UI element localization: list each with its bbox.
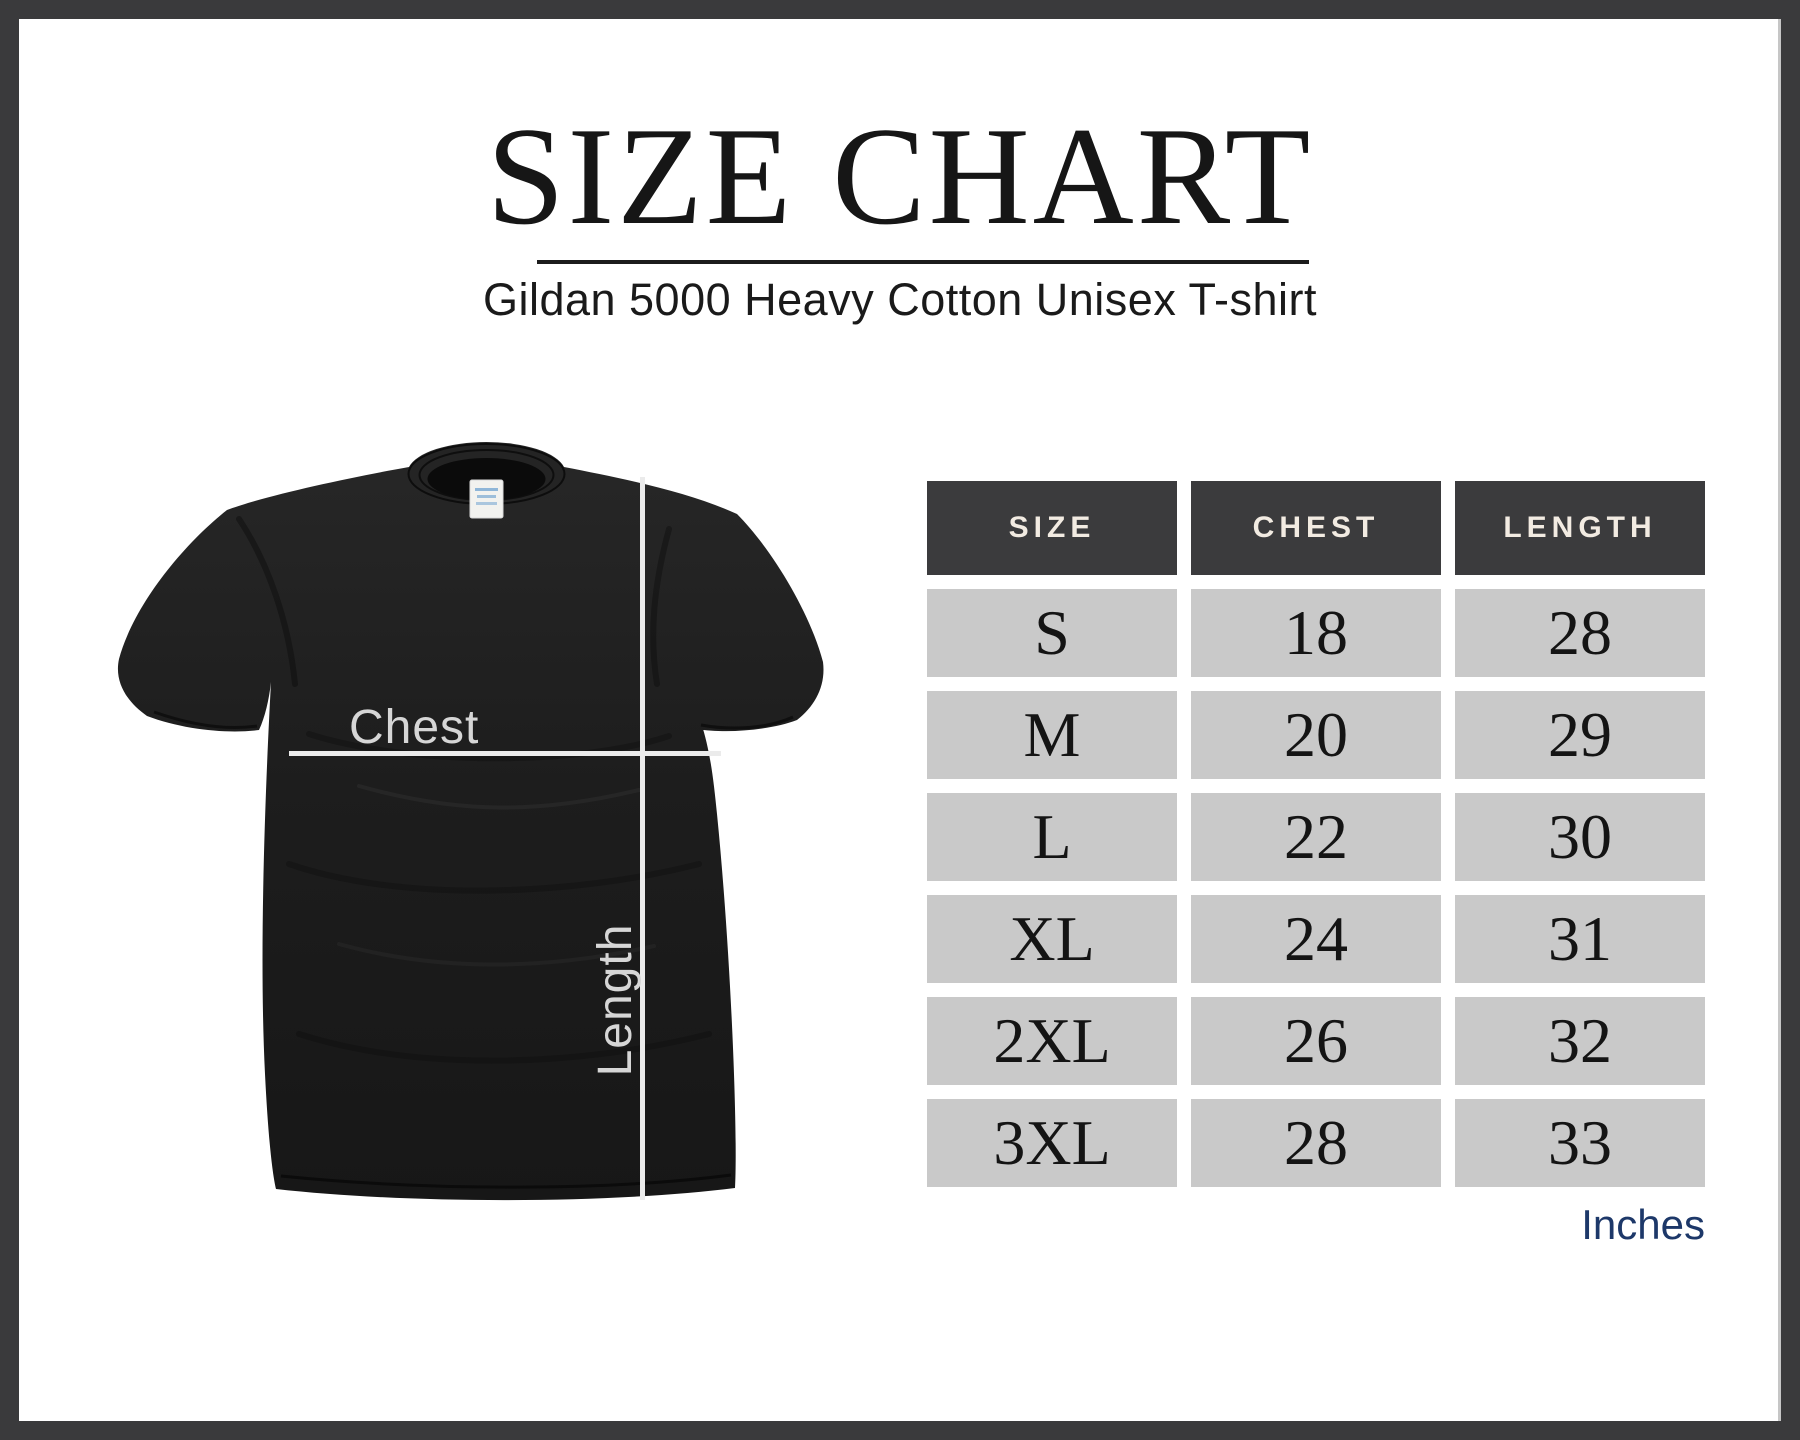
column-header-size: SIZE (927, 481, 1177, 575)
page-subtitle: Gildan 5000 Heavy Cotton Unisex T-shirt (482, 274, 1318, 325)
size-cell: 2XL (927, 997, 1177, 1085)
size-cell: M (927, 691, 1177, 779)
length-measure-line (640, 477, 645, 1200)
chest-cell: 26 (1191, 997, 1441, 1085)
collar-tag-icon (469, 479, 504, 519)
chest-cell: 20 (1191, 691, 1441, 779)
tshirt-graphic (109, 434, 869, 1219)
chest-cell: 24 (1191, 895, 1441, 983)
column-header-chest: CHEST (1191, 481, 1441, 575)
chest-cell: 18 (1191, 589, 1441, 677)
title-underline (537, 260, 1309, 264)
chest-label: Chest (349, 701, 480, 754)
tshirt-icon (117, 442, 824, 1201)
unit-label: Inches (1581, 1201, 1705, 1248)
length-cell: 30 (1455, 793, 1705, 881)
length-cell: 32 (1455, 997, 1705, 1085)
length-cell: 31 (1455, 895, 1705, 983)
size-table: SIZE CHEST LENGTH S 18 28 M 20 29 L 22 3… (927, 481, 1705, 1187)
size-cell: L (927, 793, 1177, 881)
size-cell: 3XL (927, 1099, 1177, 1187)
length-cell: 33 (1455, 1099, 1705, 1187)
page-title: SIZE CHART (486, 99, 1314, 254)
size-cell: XL (927, 895, 1177, 983)
length-cell: 29 (1455, 691, 1705, 779)
chest-cell: 22 (1191, 793, 1441, 881)
chest-measure-line (289, 751, 721, 756)
size-cell: S (927, 589, 1177, 677)
chest-cell: 28 (1191, 1099, 1441, 1187)
column-header-length: LENGTH (1455, 481, 1705, 575)
length-cell: 28 (1455, 589, 1705, 677)
length-label: Length (589, 923, 642, 1077)
